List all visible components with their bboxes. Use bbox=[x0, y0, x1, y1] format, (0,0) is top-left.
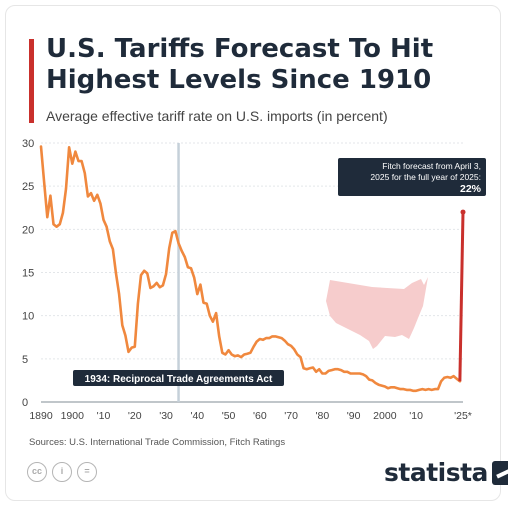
chart-title: U.S. Tariffs Forecast To Hit Highest Lev… bbox=[46, 34, 434, 95]
event-label-box bbox=[73, 370, 284, 386]
source-note: Sources: U.S. International Trade Commis… bbox=[29, 437, 286, 448]
us-map-icon bbox=[326, 277, 428, 349]
y-tick-label: 30 bbox=[22, 138, 34, 150]
forecast-callout-value: 22% bbox=[460, 183, 482, 195]
attribution-icon[interactable]: i bbox=[52, 462, 72, 482]
no-derivatives-icon[interactable]: = bbox=[77, 462, 97, 482]
forecast-point bbox=[460, 209, 466, 215]
y-tick-label: 5 bbox=[22, 354, 28, 366]
x-tick-label: 1900 bbox=[61, 410, 85, 422]
forecast-callout-line1: Fitch forecast from April 3, bbox=[382, 161, 481, 171]
x-tick-label: '20 bbox=[128, 410, 142, 422]
statista-logo[interactable]: statista bbox=[384, 458, 508, 487]
statista-logo-icon bbox=[491, 460, 508, 485]
chart-subtitle: Average effective tariff rate on U.S. im… bbox=[46, 108, 388, 124]
forecast-callout-line2: 2025 for the full year of 2025: bbox=[370, 172, 481, 182]
x-tick-label: '60 bbox=[253, 410, 267, 422]
y-tick-label: 10 bbox=[22, 311, 34, 323]
forecast-line bbox=[458, 212, 465, 382]
x-tick-label: '50 bbox=[222, 410, 236, 422]
infographic-card: U.S. Tariffs Forecast To Hit Highest Lev… bbox=[5, 5, 501, 501]
x-tick-label: '10 bbox=[409, 410, 423, 422]
y-tick-label: 15 bbox=[22, 268, 34, 280]
x-tick-label: '25* bbox=[454, 410, 472, 422]
cc-icon[interactable]: cc bbox=[27, 462, 47, 482]
x-tick-label: '10 bbox=[97, 410, 111, 422]
y-tick-label: 25 bbox=[22, 181, 34, 193]
x-tick-label: '30 bbox=[159, 410, 173, 422]
x-tick-label: 2000 bbox=[373, 410, 397, 422]
title-accent-bar bbox=[29, 39, 34, 123]
x-tick-label: 1890 bbox=[29, 410, 53, 422]
y-tick-label: 0 bbox=[22, 397, 28, 409]
event-label: 1934: Reciprocal Trade Agreements Act bbox=[85, 374, 273, 385]
x-tick-label: '90 bbox=[347, 410, 361, 422]
brand-wordmark: statista bbox=[384, 458, 488, 487]
forecast-callout-box bbox=[338, 158, 486, 196]
x-tick-label: '40 bbox=[190, 410, 204, 422]
series-line bbox=[39, 145, 462, 393]
y-tick-label: 20 bbox=[22, 224, 34, 236]
x-tick-label: '80 bbox=[315, 410, 329, 422]
license-icons: cc i = bbox=[27, 462, 97, 482]
x-tick-label: '70 bbox=[284, 410, 298, 422]
